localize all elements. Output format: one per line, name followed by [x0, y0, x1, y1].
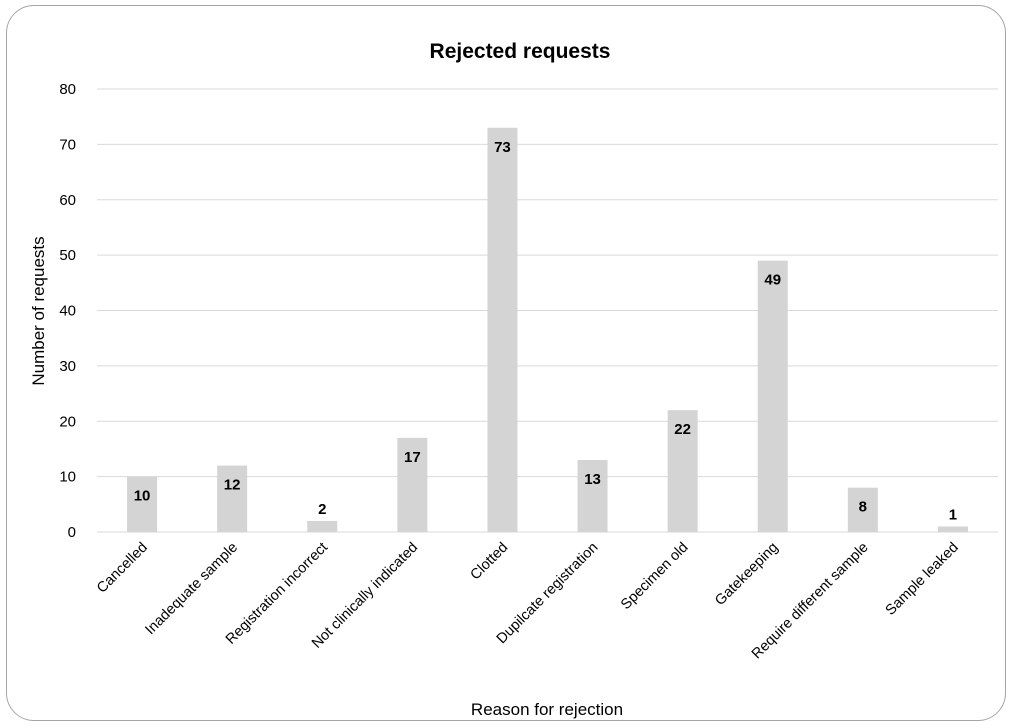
data-label: 13	[584, 471, 601, 488]
data-label: 8	[859, 499, 867, 516]
y-tick-label: 30	[59, 358, 76, 375]
data-label: 12	[224, 477, 241, 494]
bar	[487, 127, 518, 532]
x-tick-label: Clotted	[467, 540, 511, 584]
bar	[307, 520, 338, 532]
data-label: 17	[404, 449, 421, 466]
data-label: 1	[949, 506, 957, 523]
bar	[577, 460, 608, 532]
data-labels: 10 12 2 17 73 13 22 49 8 1	[134, 139, 957, 524]
x-tick-label: Sample leaked	[883, 540, 962, 619]
y-tick-label: 40	[59, 303, 76, 320]
x-tick-label: Registration incorrect	[223, 540, 331, 648]
x-tick-label: Not clinically indicated	[309, 540, 421, 652]
x-axis-title: Reason for rejection	[471, 700, 623, 719]
y-tick-label: 10	[59, 469, 76, 486]
bars	[127, 127, 968, 532]
y-tick-label: 20	[59, 413, 76, 430]
x-tick-label: Dupilcate registration	[494, 540, 602, 648]
data-label: 10	[134, 488, 151, 505]
bar	[667, 410, 698, 532]
y-tick-label: 60	[59, 192, 76, 209]
x-tick-label: Specimen old	[618, 540, 691, 613]
bar	[847, 487, 878, 532]
data-label: 73	[494, 139, 511, 156]
x-tick-label: Cancelled	[94, 540, 151, 597]
x-tick-label: Gatekeeping	[712, 540, 781, 609]
y-tick-label: 50	[59, 247, 76, 264]
data-label: 22	[674, 421, 691, 438]
data-label: 49	[764, 272, 781, 289]
y-axis-title: Number of requests	[29, 236, 48, 385]
data-label: 2	[318, 501, 326, 518]
bar	[397, 437, 428, 532]
chart-title: Rejected requests	[430, 40, 611, 63]
x-tick-label: Inadequate sample	[142, 540, 241, 639]
bar	[937, 526, 968, 532]
gridlines	[97, 88, 998, 533]
y-tick-label: 80	[59, 81, 76, 98]
bar	[757, 260, 788, 532]
y-tick-label: 0	[68, 524, 76, 541]
y-tick-label: 70	[59, 136, 76, 153]
y-axis-ticks: 0 10 20 30 40 50 60 70 80	[59, 81, 76, 541]
bar	[217, 465, 248, 532]
bar	[127, 476, 158, 532]
